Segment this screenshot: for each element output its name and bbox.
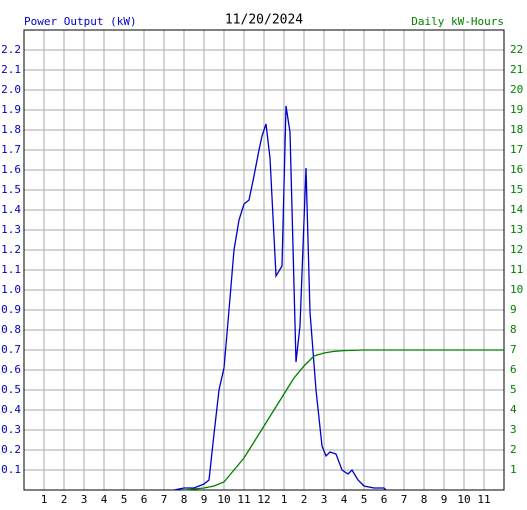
y2-tick-label: 16 (510, 163, 523, 176)
y2-tick-label: 10 (510, 283, 523, 296)
x-tick-label: 6 (381, 493, 388, 506)
x-tick-label: 10 (457, 493, 470, 506)
y2-tick-label: 17 (510, 143, 523, 156)
y-tick-label: 0.3 (1, 423, 21, 436)
y-tick-label: 1.2 (1, 243, 21, 256)
y-tick-label: 1.6 (1, 163, 21, 176)
y2-tick-label: 20 (510, 83, 523, 96)
x-tick-label: 5 (121, 493, 128, 506)
x-tick-label: 9 (201, 493, 208, 506)
x-tick-label: 7 (401, 493, 408, 506)
y-tick-label: 1.7 (1, 143, 21, 156)
y2-tick-label: 9 (510, 303, 517, 316)
x-tick-label: 5 (361, 493, 368, 506)
y2-tick-label: 3 (510, 423, 517, 436)
y2-tick-label: 11 (510, 263, 523, 276)
x-tick-label: 8 (181, 493, 188, 506)
y-tick-label: 1.9 (1, 103, 21, 116)
y-tick-label: 0.5 (1, 383, 21, 396)
y-tick-label: 1.8 (1, 123, 21, 136)
y2-tick-label: 6 (510, 363, 517, 376)
y2-axis-label: Daily kW-Hours (411, 15, 504, 28)
chart-title: 11/20/2024 (225, 13, 303, 28)
y-tick-label: 1.5 (1, 183, 21, 196)
y-tick-label: 2.2 (1, 43, 21, 56)
x-tick-label: 12 (257, 493, 270, 506)
y-tick-label: 0.7 (1, 343, 21, 356)
x-tick-label: 10 (217, 493, 230, 506)
y2-tick-label: 1 (510, 463, 517, 476)
y2-tick-label: 8 (510, 323, 517, 336)
x-tick-label: 1 (281, 493, 288, 506)
y-tick-label: 0.4 (1, 403, 21, 416)
x-tick-label: 4 (101, 493, 108, 506)
y-tick-label: 2.0 (1, 83, 21, 96)
x-tick-label: 7 (161, 493, 168, 506)
y2-tick-label: 22 (510, 43, 523, 56)
y2-tick-label: 21 (510, 63, 523, 76)
y2-tick-label: 2 (510, 443, 517, 456)
y-tick-label: 0.1 (1, 463, 21, 476)
x-tick-label: 8 (421, 493, 428, 506)
data-line (173, 105, 387, 491)
x-tick-label: 9 (441, 493, 448, 506)
y-tick-label: 0.9 (1, 303, 21, 316)
y-tick-label: 1.3 (1, 223, 21, 236)
data-line (183, 349, 504, 491)
x-tick-label: 4 (341, 493, 348, 506)
x-tick-label: 3 (321, 493, 328, 506)
x-tick-label: 3 (81, 493, 88, 506)
y2-tick-label: 14 (510, 203, 524, 216)
x-tick-label: 11 (477, 493, 490, 506)
y2-tick-label: 4 (510, 403, 517, 416)
y2-tick-label: 13 (510, 223, 523, 236)
y-tick-label: 0.6 (1, 363, 21, 376)
plot-frame (23, 29, 505, 491)
y-tick-label: 0.8 (1, 323, 21, 336)
y2-tick-label: 5 (510, 383, 517, 396)
x-tick-label: 11 (237, 493, 250, 506)
y-axis-label: Power Output (kW) (24, 15, 137, 28)
y-tick-label: 0.2 (1, 443, 21, 456)
y2-tick-label: 7 (510, 343, 517, 356)
y2-tick-label: 18 (510, 123, 523, 136)
y-tick-label: 1.1 (1, 263, 21, 276)
y-tick-label: 2.1 (1, 63, 21, 76)
y-tick-label: 1.4 (1, 203, 21, 216)
x-tick-label: 2 (301, 493, 308, 506)
x-tick-label: 6 (141, 493, 148, 506)
y2-tick-label: 15 (510, 183, 523, 196)
x-tick-label: 2 (61, 493, 68, 506)
y2-tick-label: 12 (510, 243, 523, 256)
x-tick-label: 1 (41, 493, 48, 506)
y-tick-label: 1.0 (1, 283, 21, 296)
y2-tick-label: 19 (510, 103, 523, 116)
